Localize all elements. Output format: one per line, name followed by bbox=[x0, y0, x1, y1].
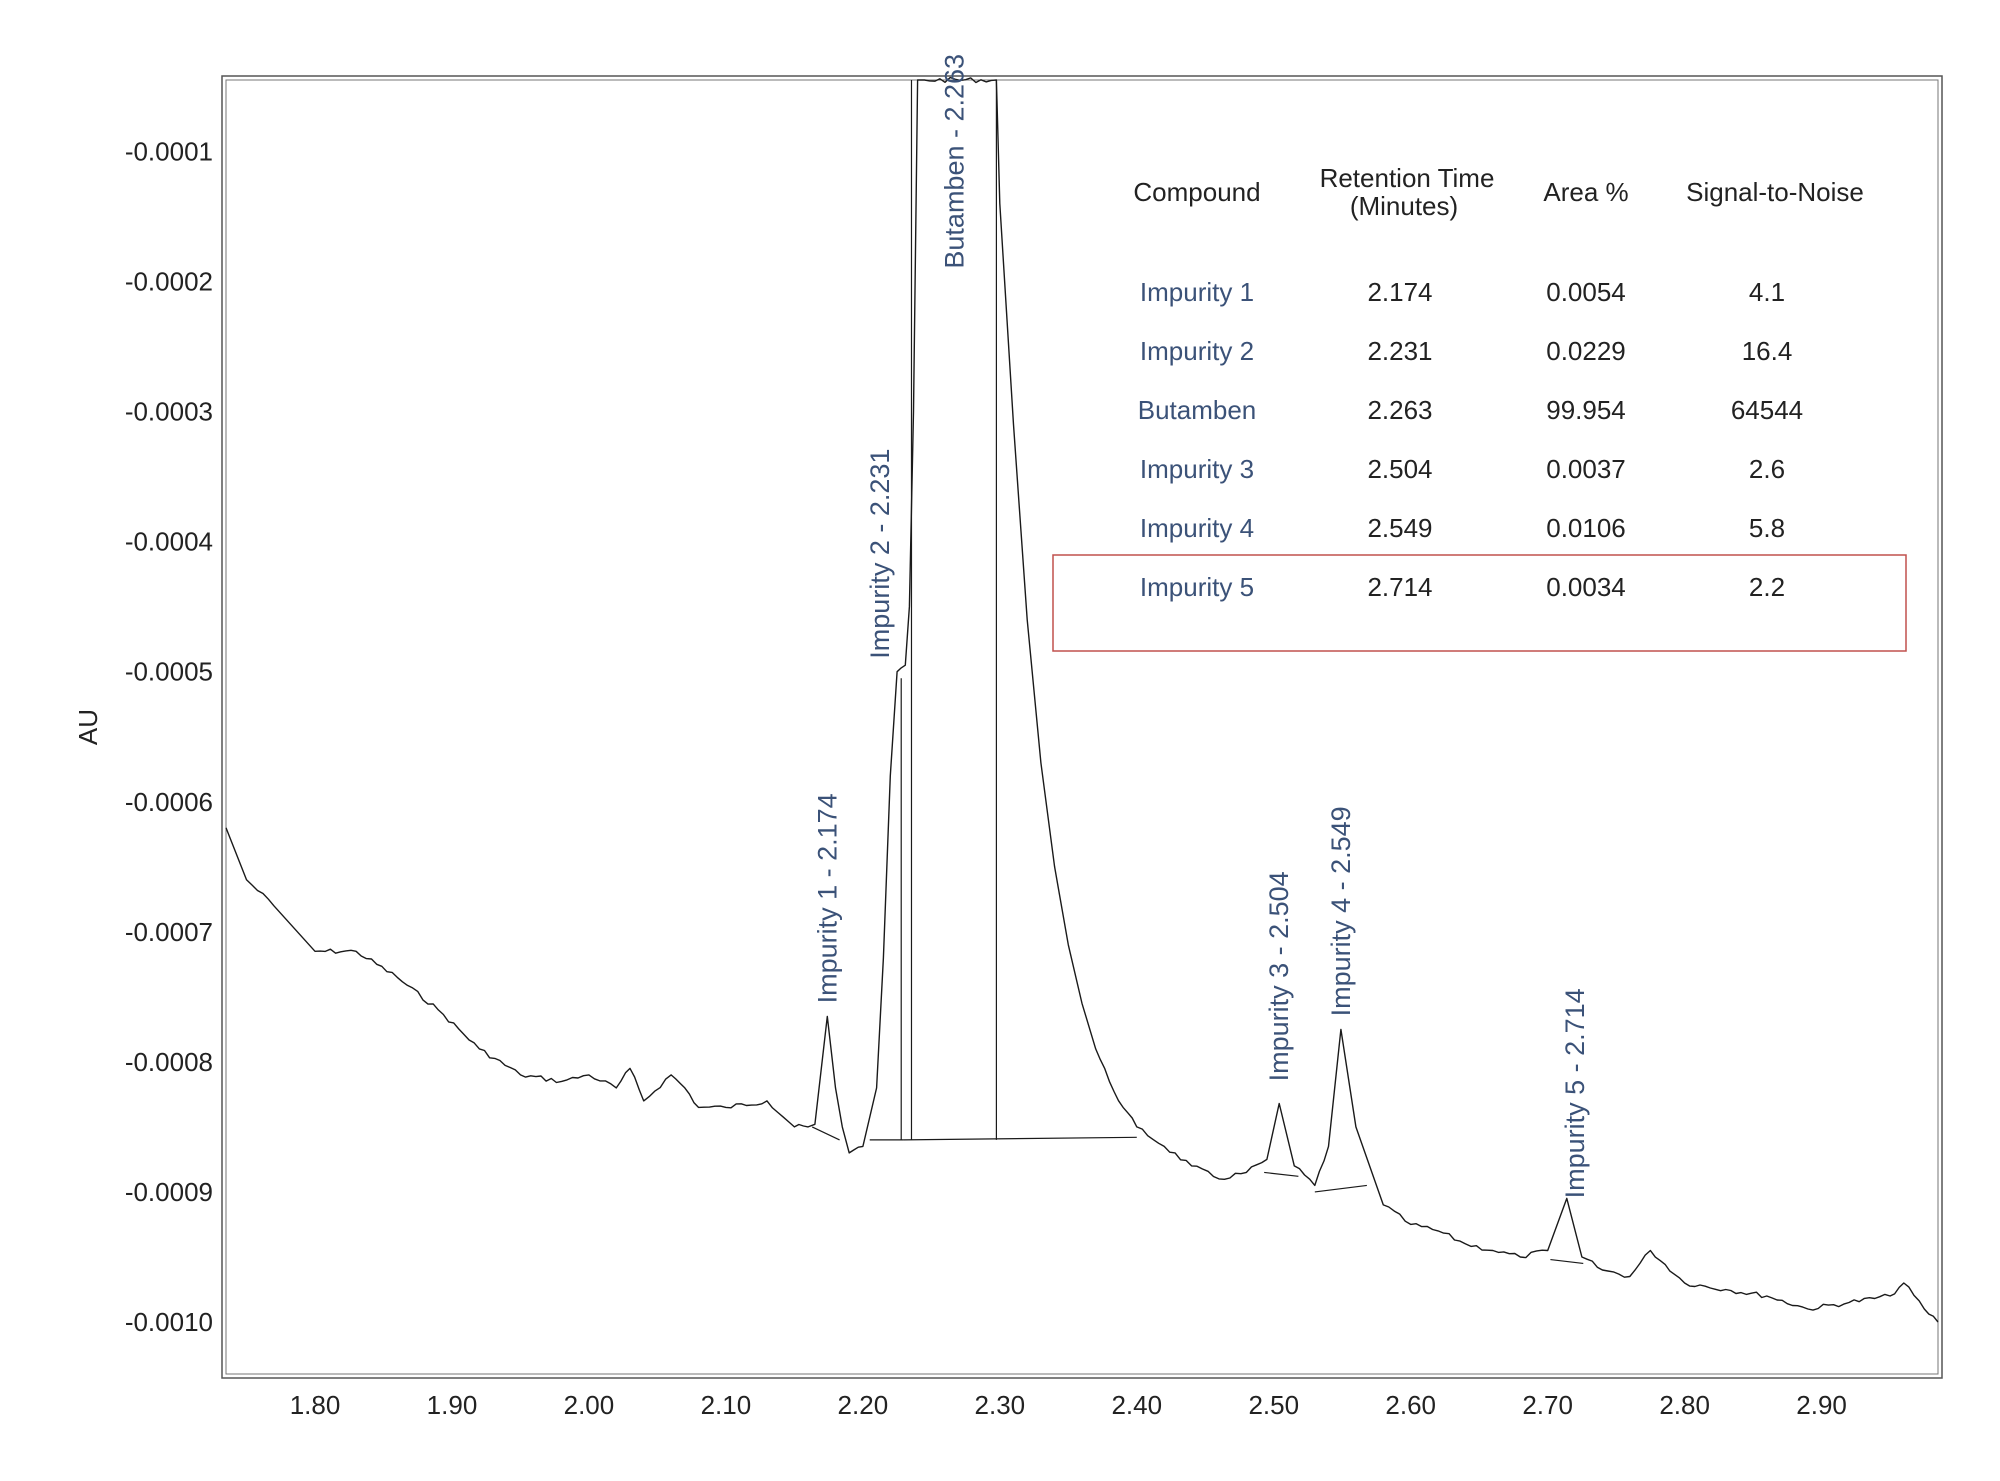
x-tick-label: 2.50 bbox=[1248, 1390, 1299, 1420]
cell-compound: Impurity 2 bbox=[1140, 336, 1254, 366]
header-retention-line1: Retention Time bbox=[1320, 163, 1495, 193]
x-tick-label: 2.40 bbox=[1111, 1390, 1162, 1420]
baseline-segment bbox=[811, 1126, 840, 1141]
cell-sn: 64544 bbox=[1731, 395, 1803, 425]
header-compound: Compound bbox=[1133, 177, 1260, 207]
cell-retention: 2.174 bbox=[1367, 277, 1432, 307]
cell-compound: Impurity 5 bbox=[1140, 572, 1254, 602]
x-tick-label: 2.80 bbox=[1659, 1390, 1710, 1420]
baseline-segment bbox=[1550, 1258, 1584, 1265]
y-axis-ticks: -0.0001 -0.0002 -0.0003 -0.0004 -0.0005 -0.00… bbox=[125, 137, 213, 1337]
header-area: Area % bbox=[1543, 177, 1628, 207]
peak-label: Impurity 5 - 2.714 bbox=[1560, 988, 1590, 1198]
cell-area: 99.954 bbox=[1546, 395, 1626, 425]
cell-sn: 16.4 bbox=[1742, 336, 1793, 366]
x-axis-ticks: 1.80 1.90 2.00 2.10 2.20 2.30 2.40 2.50 2.60 2.70… bbox=[290, 1390, 1847, 1420]
table-rows: Impurity 1 2.174 0.0054 4.1 Impurity 2 2.231 0… bbox=[1138, 277, 1803, 602]
x-tick-label: 2.90 bbox=[1796, 1390, 1847, 1420]
y-tick-label: -0.0006 bbox=[125, 787, 213, 817]
x-tick-label: 2.20 bbox=[838, 1390, 889, 1420]
chromatogram-trace bbox=[225, 76, 1939, 1323]
peak-label: Impurity 4 - 2.549 bbox=[1326, 806, 1356, 1016]
peak-label: Impurity 1 - 2.174 bbox=[812, 793, 842, 1003]
baseline-segment bbox=[1264, 1171, 1299, 1177]
table-row: Impurity 2 2.231 0.0229 16.4 bbox=[1140, 336, 1792, 366]
peak-dividers bbox=[900, 80, 998, 1140]
y-tick-label: -0.0008 bbox=[125, 1047, 213, 1077]
table-row: Butamben 2.263 99.954 64544 bbox=[1138, 395, 1803, 425]
y-tick-label: -0.0009 bbox=[125, 1177, 213, 1207]
cell-area: 0.0106 bbox=[1546, 513, 1626, 543]
cell-compound: Impurity 4 bbox=[1140, 513, 1254, 543]
results-table: Compound Retention Time (Minutes) Area %… bbox=[1052, 163, 1907, 652]
y-tick-label: -0.0010 bbox=[125, 1307, 213, 1337]
cell-retention: 2.263 bbox=[1367, 395, 1432, 425]
x-tick-label: 1.90 bbox=[427, 1390, 478, 1420]
cell-sn: 2.6 bbox=[1749, 454, 1785, 484]
y-tick-label: -0.0002 bbox=[125, 267, 213, 297]
cell-retention: 2.549 bbox=[1367, 513, 1432, 543]
cell-sn: 5.8 bbox=[1749, 513, 1785, 543]
x-tick-label: 2.60 bbox=[1385, 1390, 1436, 1420]
x-tick-label: 2.10 bbox=[701, 1390, 752, 1420]
table-row: Impurity 5 2.714 0.0034 2.2 bbox=[1140, 572, 1785, 602]
cell-sn: 4.1 bbox=[1749, 277, 1785, 307]
cell-compound: Impurity 3 bbox=[1140, 454, 1254, 484]
y-tick-label: -0.0003 bbox=[125, 397, 213, 427]
peak-label: Butamben - 2.263 bbox=[940, 54, 970, 269]
cell-retention: 2.231 bbox=[1367, 336, 1432, 366]
baseline-segment bbox=[1314, 1184, 1367, 1193]
plot-frame-outer bbox=[221, 75, 1943, 1379]
x-tick-label: 1.80 bbox=[290, 1390, 341, 1420]
peak-label: Impurity 3 - 2.504 bbox=[1264, 871, 1294, 1081]
highlight-box bbox=[1052, 554, 1907, 652]
header-retention-line2: (Minutes) bbox=[1350, 191, 1458, 221]
baseline-segment bbox=[903, 1136, 1137, 1141]
peak-labels: Impurity 1 - 2.174 Impurity 2 - 2.231 Buta… bbox=[812, 54, 1590, 1198]
table-row: Impurity 1 2.174 0.0054 4.1 bbox=[1140, 277, 1785, 307]
peak-baselines bbox=[811, 1126, 1584, 1265]
cell-sn: 2.2 bbox=[1749, 572, 1785, 602]
cell-area: 0.0037 bbox=[1546, 454, 1626, 484]
table-row: Impurity 4 2.549 0.0106 5.8 bbox=[1140, 513, 1785, 543]
plot-frame-inner bbox=[225, 79, 1939, 1375]
x-tick-label: 2.30 bbox=[975, 1390, 1026, 1420]
y-tick-label: -0.0007 bbox=[125, 917, 213, 947]
cell-retention: 2.714 bbox=[1367, 572, 1432, 602]
cell-area: 0.0054 bbox=[1546, 277, 1626, 307]
y-tick-label: -0.0005 bbox=[125, 657, 213, 687]
peak-label: Impurity 2 - 2.231 bbox=[865, 449, 895, 659]
y-axis-title: AU bbox=[73, 709, 103, 745]
cell-area: 0.0229 bbox=[1546, 336, 1626, 366]
y-tick-label: -0.0001 bbox=[125, 137, 213, 167]
cell-area: 0.0034 bbox=[1546, 572, 1626, 602]
cell-compound: Butamben bbox=[1138, 395, 1257, 425]
x-tick-label: 2.00 bbox=[564, 1390, 615, 1420]
y-tick-label: -0.0004 bbox=[125, 527, 213, 557]
table-row: Impurity 3 2.504 0.0037 2.6 bbox=[1140, 454, 1785, 484]
cell-retention: 2.504 bbox=[1367, 454, 1432, 484]
x-tick-label: 2.70 bbox=[1522, 1390, 1573, 1420]
cell-compound: Impurity 1 bbox=[1140, 277, 1254, 307]
header-signal-to-noise: Signal-to-Noise bbox=[1686, 177, 1864, 207]
